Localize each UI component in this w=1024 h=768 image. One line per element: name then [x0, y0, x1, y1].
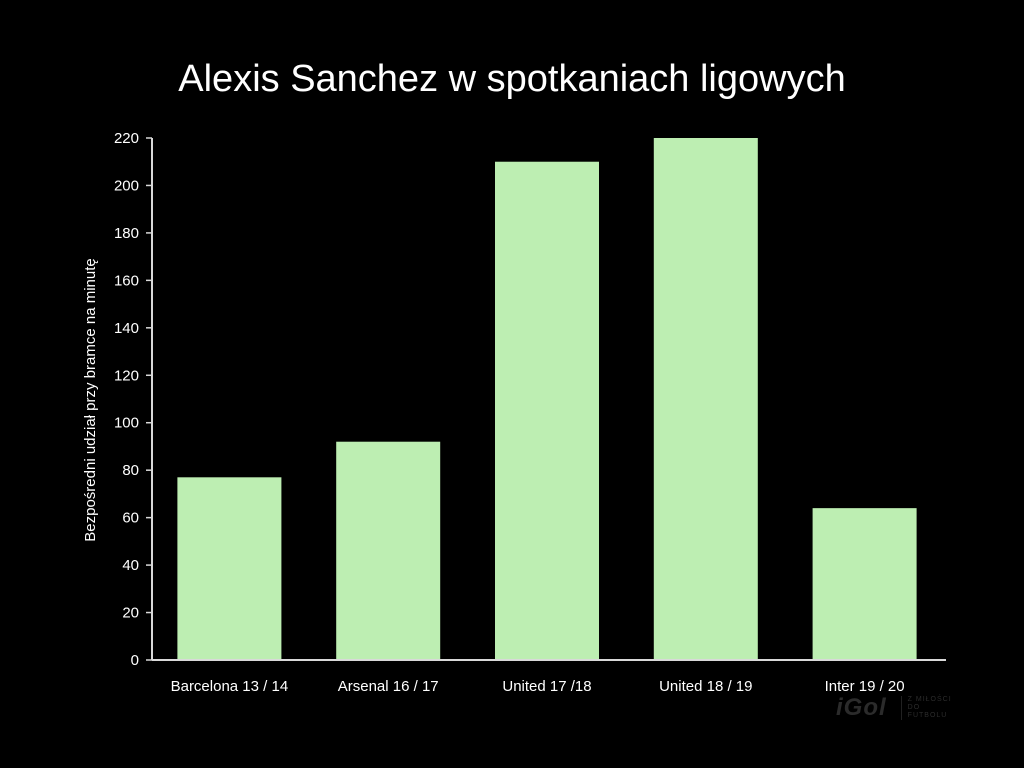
y-tick-label: 60: [122, 510, 139, 527]
x-axis-labels: Barcelona 13 / 14 Arsenal 16 / 17 United 1…: [171, 678, 905, 695]
bar: [812, 508, 917, 660]
bar: [177, 477, 282, 660]
bar: [653, 138, 758, 660]
x-tick-label: Inter 19 / 20: [825, 678, 905, 695]
y-tick-label: 0: [131, 652, 139, 669]
y-axis-ticks: 0 20 40 60 80 100 120 140 160 180 200 220: [114, 130, 152, 669]
chart-title: Alexis Sanchez w spotkaniach ligowych: [178, 58, 846, 100]
y-tick-label: 220: [114, 130, 139, 147]
x-tick-label: United 17 /18: [502, 678, 591, 695]
x-tick-label: United 18 / 19: [659, 678, 752, 695]
y-tick-label: 100: [114, 415, 139, 432]
y-tick-label: 200: [114, 177, 139, 194]
bar: [495, 161, 599, 660]
bar: [336, 441, 441, 660]
watermark-tagline: Z MIŁOŚCI DO FUTBOLU: [900, 696, 960, 720]
bars: [177, 138, 917, 660]
x-tick-label: Arsenal 16 / 17: [338, 678, 439, 695]
watermark-logo: iGol: [836, 694, 887, 721]
y-tick-label: 180: [114, 225, 139, 242]
y-tick-label: 20: [122, 605, 139, 622]
y-tick-label: 160: [114, 272, 139, 289]
y-tick-label: 40: [122, 557, 139, 574]
y-tick-label: 80: [122, 462, 139, 479]
x-tick-label: Barcelona 13 / 14: [171, 678, 289, 695]
y-axis-title: Bezpośredni udział przy bramce na minutę: [82, 258, 99, 541]
watermark: iGol Z MIŁOŚCI DO FUTBOLU: [836, 694, 960, 722]
y-tick-label: 120: [114, 367, 139, 384]
y-tick-label: 140: [114, 320, 139, 337]
